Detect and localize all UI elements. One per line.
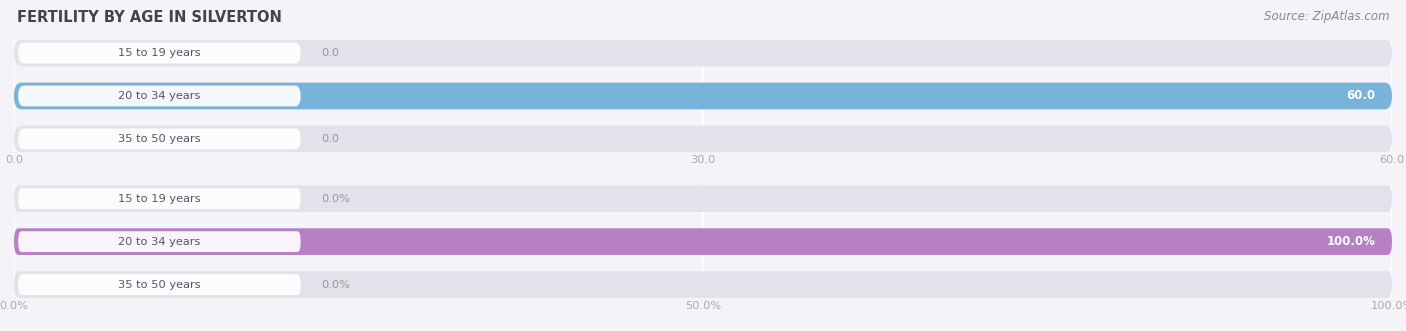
FancyBboxPatch shape (18, 231, 301, 252)
FancyBboxPatch shape (18, 128, 301, 149)
FancyBboxPatch shape (18, 86, 301, 106)
FancyBboxPatch shape (14, 83, 1392, 109)
FancyBboxPatch shape (18, 188, 301, 209)
Text: 15 to 19 years: 15 to 19 years (118, 194, 201, 204)
Text: 60.0: 60.0 (1347, 89, 1375, 103)
Text: 0.0%: 0.0% (322, 194, 350, 204)
FancyBboxPatch shape (14, 228, 1392, 255)
Text: 0.0: 0.0 (322, 48, 339, 58)
Text: 20 to 34 years: 20 to 34 years (118, 91, 201, 101)
Text: FERTILITY BY AGE IN SILVERTON: FERTILITY BY AGE IN SILVERTON (17, 10, 281, 25)
Text: 15 to 19 years: 15 to 19 years (118, 48, 201, 58)
FancyBboxPatch shape (14, 126, 1392, 152)
Text: Source: ZipAtlas.com: Source: ZipAtlas.com (1264, 10, 1389, 23)
FancyBboxPatch shape (14, 271, 1392, 298)
FancyBboxPatch shape (18, 43, 301, 64)
FancyBboxPatch shape (14, 228, 1392, 255)
FancyBboxPatch shape (14, 40, 1392, 66)
Text: 0.0: 0.0 (322, 134, 339, 144)
FancyBboxPatch shape (14, 185, 1392, 212)
Text: 100.0%: 100.0% (1326, 235, 1375, 248)
Text: 35 to 50 years: 35 to 50 years (118, 134, 201, 144)
Text: 0.0%: 0.0% (322, 280, 350, 290)
FancyBboxPatch shape (14, 83, 1392, 109)
FancyBboxPatch shape (18, 274, 301, 295)
Text: 20 to 34 years: 20 to 34 years (118, 237, 201, 247)
Text: 35 to 50 years: 35 to 50 years (118, 280, 201, 290)
